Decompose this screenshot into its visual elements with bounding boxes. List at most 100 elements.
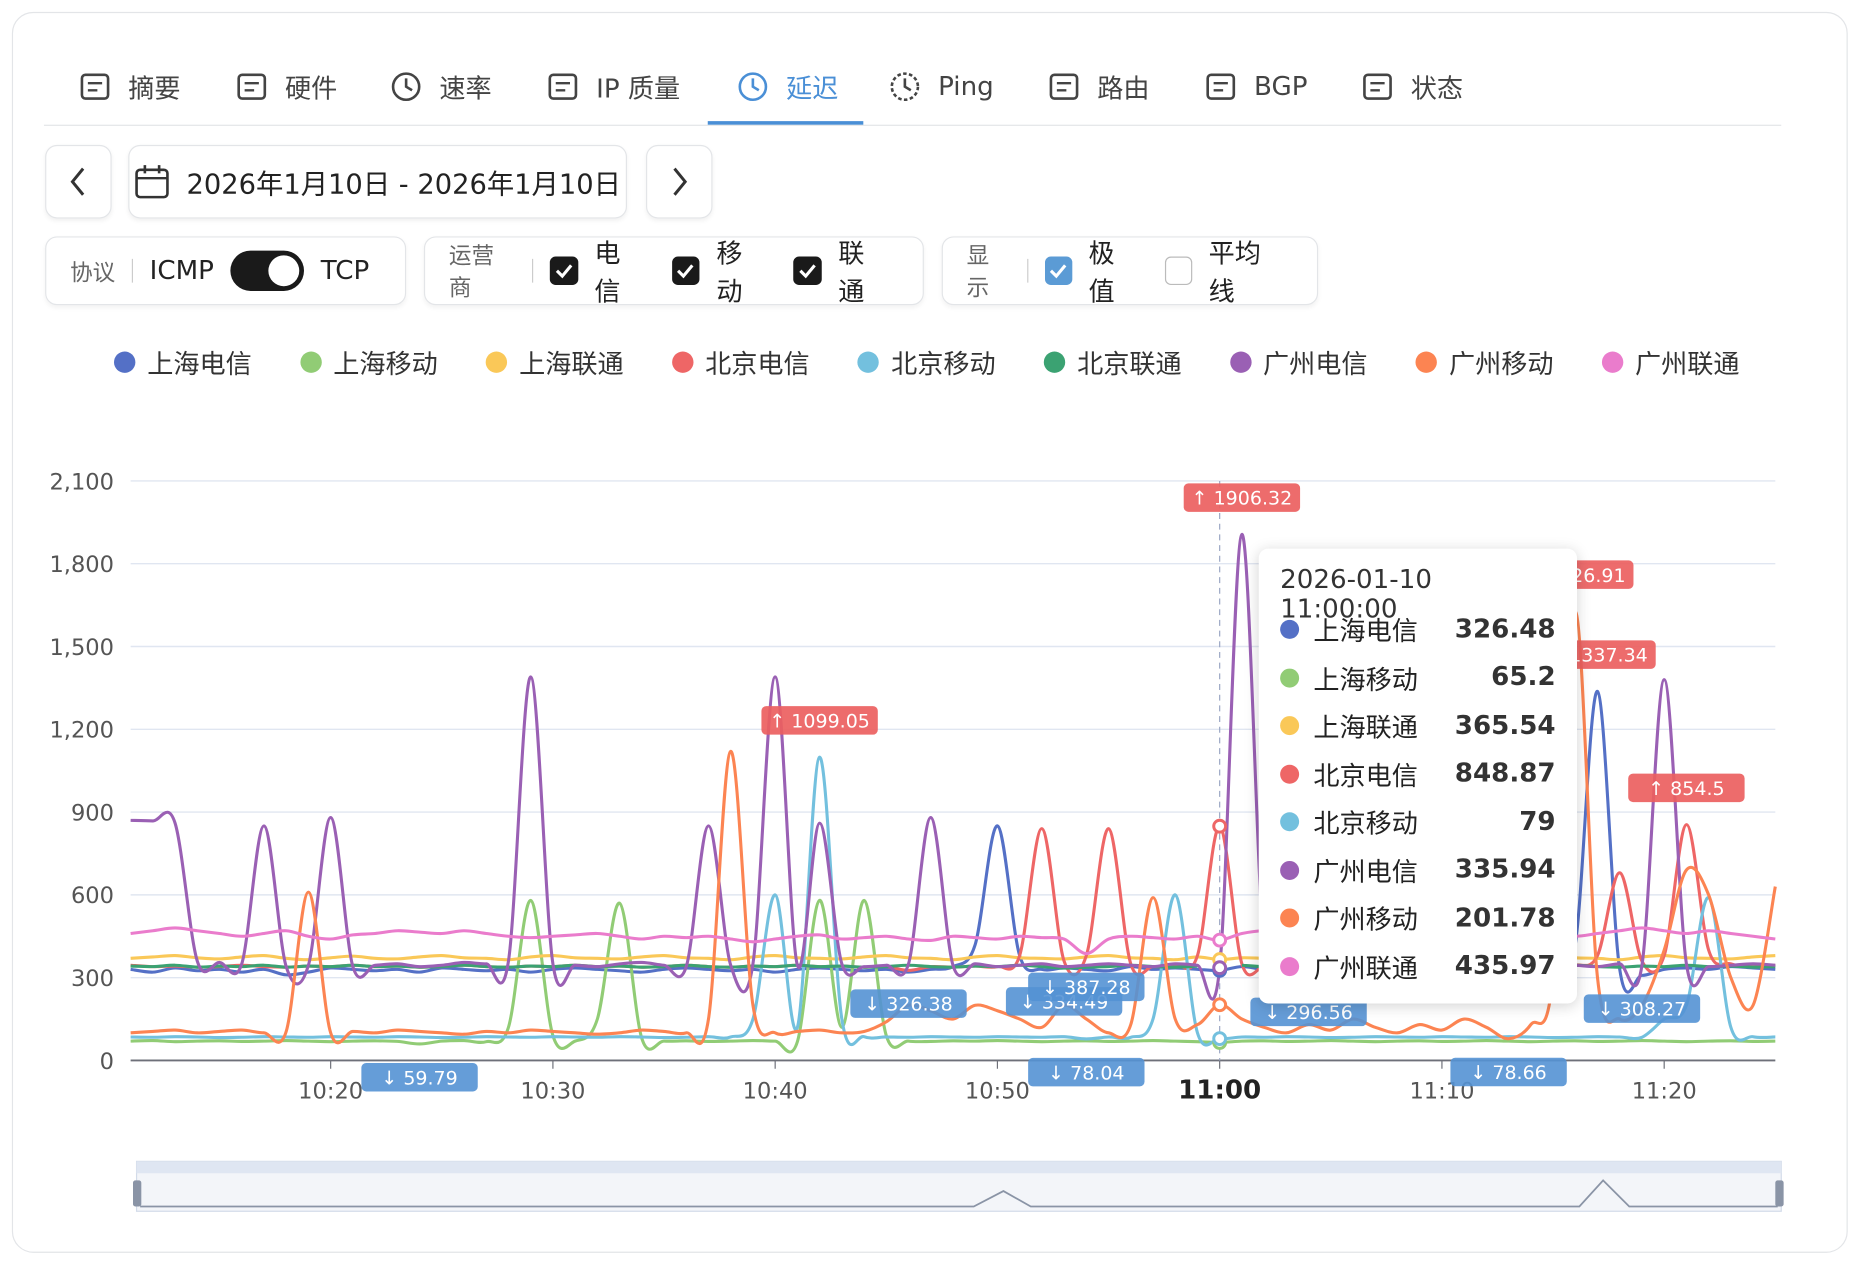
tab[interactable]: Ping [888, 67, 994, 107]
checkbox[interactable] [1044, 256, 1072, 285]
legend-item[interactable]: 上海联通 [485, 343, 624, 381]
slider-handle[interactable] [1775, 1180, 1784, 1207]
chevron-right [673, 167, 688, 196]
extreme-label: ↓ 387.28 [1042, 977, 1130, 999]
prev-button[interactable] [45, 144, 112, 219]
legend-item[interactable]: 北京移动 [857, 343, 996, 381]
checkbox-option[interactable]: 联通 [793, 233, 890, 309]
calendar-icon [135, 165, 169, 199]
next-button[interactable] [646, 144, 713, 219]
tab-icon [548, 73, 578, 100]
legend-item[interactable]: 广州移动 [1415, 343, 1554, 381]
tooltip-value: 848.87 [1454, 759, 1556, 789]
tab-label: 摘要 [128, 74, 181, 105]
tab-label: 状态 [1410, 74, 1464, 105]
date-picker[interactable]: 2026年1月10日 - 2026年1月10日 [128, 144, 627, 219]
tab[interactable]: 路由 [1047, 67, 1150, 107]
tab[interactable]: IP 质量 [546, 67, 680, 107]
checkbox-option[interactable]: 平均线 [1164, 233, 1284, 309]
legend-item[interactable]: 上海移动 [299, 343, 438, 381]
checkbox-label: 平均线 [1208, 239, 1261, 308]
legend-item[interactable]: 广州联通 [1601, 343, 1739, 381]
tooltip-series: 上海移动 [1313, 665, 1418, 696]
y-tick-label: 0 [100, 1049, 114, 1075]
tooltip-value: 79 [1519, 807, 1556, 837]
legend-swatch [114, 351, 136, 373]
extreme-label-bg [1450, 1057, 1567, 1087]
check-mark [1049, 264, 1067, 279]
separator [1026, 258, 1028, 283]
slider-handle[interactable] [133, 1180, 142, 1207]
tooltip-row: 上海联通 365.54 [1280, 702, 1556, 750]
extreme-label-bg [761, 706, 878, 735]
y-tick-label: 300 [71, 966, 114, 992]
legend-swatch [1043, 351, 1066, 373]
tab-icon [1206, 73, 1236, 100]
hover-point [1212, 818, 1228, 834]
tab[interactable]: 状态 [1361, 67, 1463, 107]
legend-label: 上海电信 [147, 350, 252, 380]
checkbox[interactable] [1164, 256, 1192, 285]
x-tick-label: 10:40 [743, 1078, 808, 1104]
extreme-label: ↓ 59.79 [381, 1067, 457, 1089]
active-underline [707, 121, 864, 125]
tab[interactable]: 速率 [390, 67, 492, 107]
legend-swatch [299, 351, 322, 373]
tab-icon [1363, 73, 1392, 100]
tooltip-swatch [1280, 956, 1300, 976]
slider-bar[interactable] [136, 1161, 1782, 1174]
tooltip-series: 上海电信 [1313, 617, 1418, 648]
protocol-toggle[interactable] [230, 250, 305, 291]
extreme-label-bg [1250, 997, 1367, 1027]
tooltip-row: 北京电信 848.87 [1280, 750, 1556, 798]
tooltip-series: 广州联通 [1313, 954, 1418, 985]
checkbox-option[interactable]: 电信 [549, 233, 646, 309]
legend-item[interactable]: 广州电信 [1229, 343, 1368, 381]
tooltip-series: 上海联通 [1313, 713, 1418, 744]
y-tick-label: 900 [71, 800, 114, 826]
tooltip-swatch [1280, 812, 1300, 832]
tooltip-row: 上海移动 65.2 [1280, 654, 1556, 702]
tooltip-value: 201.78 [1454, 903, 1556, 934]
legend-item[interactable]: 北京电信 [671, 343, 810, 381]
tooltip-value: 435.97 [1454, 951, 1556, 982]
extreme-label-bg [1583, 994, 1701, 1023]
legend-swatch [1601, 351, 1624, 373]
tab[interactable]: 摘要 [78, 67, 181, 107]
extreme-label: ↓ 308.27 [1598, 999, 1686, 1021]
toggle-knob [268, 255, 300, 287]
separator [131, 258, 134, 283]
tooltip-swatch [1280, 764, 1300, 784]
checkbox-option[interactable]: 极值 [1044, 233, 1139, 309]
tab-icon [738, 72, 768, 102]
extreme-label-bg [1183, 483, 1301, 512]
tooltip-title: 2026-01-10 11:00:00 [1280, 565, 1432, 625]
group-label: 协议 [70, 259, 116, 286]
carrier-group: 运营商 电信 移动 联通 [423, 236, 924, 308]
tooltip: 2026-01-10 11:00:00 上海电信 326.48 上海移动 65.2 上海… [1258, 548, 1577, 1004]
tab-label: Ping [938, 71, 994, 102]
tab-icon [237, 73, 267, 100]
checkbox[interactable] [671, 256, 700, 285]
tab[interactable]: 硬件 [235, 67, 337, 107]
tab-label: 速率 [439, 74, 492, 105]
tooltip-swatch [1280, 860, 1300, 880]
tooltip-swatch [1280, 716, 1300, 736]
tab[interactable]: BGP [1204, 67, 1307, 107]
tooltip-row: 广州移动 201.78 [1280, 894, 1556, 942]
checkbox[interactable] [793, 256, 822, 285]
legend-label: 广州移动 [1448, 350, 1554, 380]
checkbox-option[interactable]: 移动 [671, 233, 768, 309]
legend-item[interactable]: 北京联通 [1043, 343, 1182, 381]
series-line [130, 898, 1776, 1054]
card [11, 11, 1848, 1253]
extreme-label: ↑ 1099.05 [769, 710, 870, 732]
tab[interactable]: 延迟 [736, 67, 838, 107]
x-tick-label: 11:00 [1178, 1075, 1261, 1105]
checkbox[interactable] [549, 256, 578, 285]
legend-item[interactable]: 上海电信 [114, 343, 252, 381]
checkbox-label: 移动 [716, 239, 743, 308]
y-tick-label: 1,800 [49, 552, 114, 578]
